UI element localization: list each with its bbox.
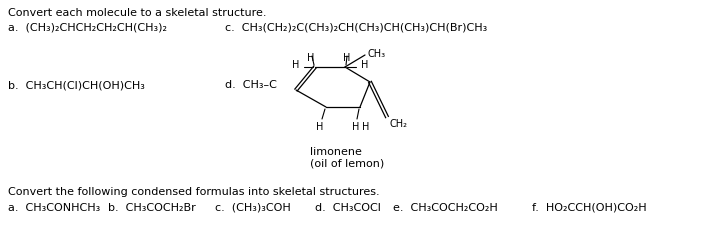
Text: (oil of lemon): (oil of lemon)	[310, 158, 384, 168]
Text: c.  (CH₃)₃COH: c. (CH₃)₃COH	[215, 203, 291, 213]
Text: a.  (CH₃)₂CHCH₂CH₂CH(CH₃)₂: a. (CH₃)₂CHCH₂CH₂CH(CH₃)₂	[8, 22, 167, 32]
Text: d.  CH₃–C: d. CH₃–C	[225, 80, 277, 90]
Text: H: H	[362, 122, 369, 132]
Text: H: H	[352, 122, 359, 132]
Text: limonene: limonene	[310, 147, 362, 157]
Text: H: H	[316, 122, 324, 132]
Text: H: H	[361, 60, 368, 70]
Text: c.  CH₃(CH₂)₂C(CH₃)₂CH(CH₃)CH(CH₃)CH(Br)CH₃: c. CH₃(CH₂)₂C(CH₃)₂CH(CH₃)CH(CH₃)CH(Br)C…	[225, 22, 488, 32]
Text: d.  CH₃COCl: d. CH₃COCl	[315, 203, 381, 213]
Text: CH₂: CH₂	[390, 119, 408, 129]
Text: H: H	[307, 53, 315, 63]
Text: H: H	[343, 53, 351, 63]
Text: H: H	[291, 60, 299, 70]
Text: Convert the following condensed formulas into skeletal structures.: Convert the following condensed formulas…	[8, 187, 379, 197]
Text: Convert each molecule to a skeletal structure.: Convert each molecule to a skeletal stru…	[8, 8, 266, 18]
Text: b.  CH₃CH(Cl)CH(OH)CH₃: b. CH₃CH(Cl)CH(OH)CH₃	[8, 80, 145, 90]
Text: b.  CH₃COCH₂Br: b. CH₃COCH₂Br	[108, 203, 195, 213]
Text: e.  CH₃COCH₂CO₂H: e. CH₃COCH₂CO₂H	[393, 203, 498, 213]
Text: f.  HO₂CCH(OH)CO₂H: f. HO₂CCH(OH)CO₂H	[532, 203, 647, 213]
Text: a.  CH₃CONHCH₃: a. CH₃CONHCH₃	[8, 203, 100, 213]
Text: CH₃: CH₃	[367, 49, 385, 59]
